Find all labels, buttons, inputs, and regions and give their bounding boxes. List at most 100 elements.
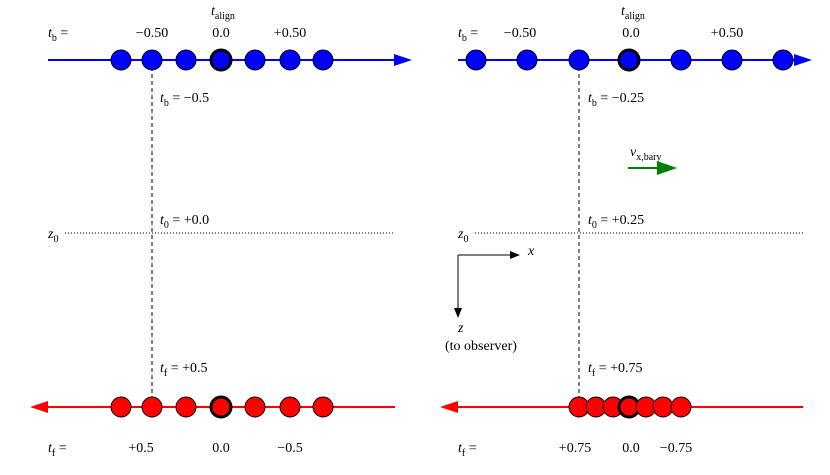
symbol: t: [458, 26, 463, 41]
dot: [209, 395, 233, 419]
label: tb = −0.5: [160, 91, 209, 109]
text: =: [465, 441, 477, 456]
label: x: [527, 244, 535, 259]
subscript: align: [625, 11, 645, 22]
label: talign: [211, 4, 235, 22]
dot: [568, 49, 590, 71]
dot: [175, 396, 197, 418]
label: −0.50: [504, 26, 536, 41]
label: tb = −0.25: [588, 91, 644, 109]
label: t0 = +0.25: [588, 213, 644, 231]
label: z: [457, 321, 464, 336]
symbol: t: [588, 213, 593, 228]
symbol: t: [588, 91, 593, 106]
dot: [141, 49, 163, 71]
red-axis-head: [440, 401, 458, 413]
symbol: t: [160, 91, 165, 106]
dot: [772, 49, 794, 71]
label: +0.75: [559, 441, 591, 456]
symbol: t: [458, 441, 463, 456]
subscript: 0: [463, 234, 468, 245]
label: tf =: [458, 441, 477, 459]
symbol: v: [630, 145, 637, 160]
dot: [652, 396, 674, 418]
subscript: b: [52, 33, 57, 44]
label: tb =: [48, 26, 68, 44]
subscript: b: [592, 98, 597, 109]
subscript: f: [462, 448, 466, 459]
dot: [279, 49, 301, 71]
label: 0.0: [212, 441, 230, 456]
dot: [279, 396, 301, 418]
symbol: t: [48, 441, 53, 456]
label: vx,bary: [630, 145, 662, 163]
dot: [209, 48, 233, 72]
symbol: t: [621, 4, 626, 19]
label: −0.50: [136, 26, 168, 41]
subscript: f: [52, 448, 56, 459]
dot: [175, 49, 197, 71]
velocity-arrow-head: [657, 161, 677, 175]
label: −0.5: [277, 441, 302, 456]
text: = −0.5: [169, 91, 209, 106]
subscript: x,bary: [636, 152, 661, 163]
label: +0.5: [128, 441, 153, 456]
label: t0 = +0.0: [160, 213, 209, 231]
label: tf =: [48, 441, 67, 459]
dot: [244, 396, 266, 418]
label: 0.0: [622, 441, 640, 456]
subscript: b: [164, 98, 169, 109]
label: talign: [621, 4, 645, 22]
text: = −0.25: [597, 91, 644, 106]
text: =: [57, 26, 69, 41]
text: = +0.0: [169, 213, 209, 228]
subscript: 0: [164, 220, 169, 231]
label: tb =: [458, 26, 478, 44]
symbol: z: [47, 227, 54, 242]
dot: [670, 49, 692, 71]
dot: [617, 48, 641, 72]
dot: [312, 396, 334, 418]
blue-axis-head: [394, 54, 412, 66]
text: =: [55, 441, 67, 456]
label: tf = +0.5: [160, 361, 208, 379]
subscript: f: [164, 368, 168, 379]
dot: [516, 49, 538, 71]
subscript: f: [592, 368, 596, 379]
label: 0.0: [622, 26, 640, 41]
blue-axis-head: [794, 54, 812, 66]
dot: [244, 49, 266, 71]
symbol: t: [160, 213, 165, 228]
text: =: [467, 26, 479, 41]
dot: [312, 49, 334, 71]
subscript: align: [215, 11, 235, 22]
label: tf = +0.75: [588, 361, 643, 379]
label: 0.0: [212, 26, 230, 41]
red-axis-head: [30, 401, 48, 413]
dot: [721, 49, 743, 71]
z-axis-head: [454, 308, 462, 318]
subscript: b: [462, 33, 467, 44]
label: −0.75: [660, 441, 692, 456]
label: z0: [457, 227, 468, 245]
label: (to observer): [445, 339, 517, 354]
subscript: 0: [592, 220, 597, 231]
symbol: t: [48, 26, 53, 41]
dot: [465, 49, 487, 71]
symbol: t: [160, 361, 165, 376]
dot: [141, 396, 163, 418]
text: = +0.5: [167, 361, 207, 376]
label: +0.50: [711, 26, 743, 41]
symbol: t: [211, 4, 216, 19]
text: = +0.25: [597, 213, 644, 228]
subscript: 0: [53, 234, 58, 245]
symbol: z: [457, 227, 464, 242]
x-axis-head: [510, 251, 520, 259]
label: z0: [47, 227, 58, 245]
dot: [110, 396, 132, 418]
symbol: t: [588, 361, 593, 376]
label: +0.50: [274, 26, 306, 41]
text: = +0.75: [595, 361, 642, 376]
dot: [670, 396, 692, 418]
